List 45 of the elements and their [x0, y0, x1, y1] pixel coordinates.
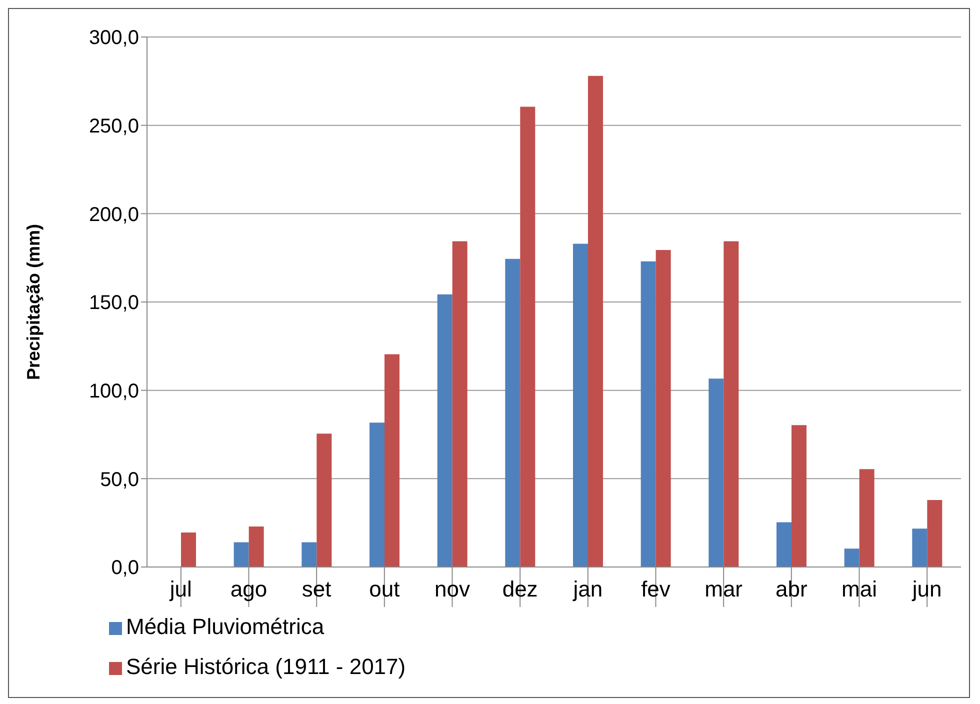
x-tick-label: dez: [502, 576, 538, 602]
legend-label: Média Pluviométrica: [126, 614, 324, 639]
x-tick-label: mai: [842, 576, 877, 602]
bar: [791, 425, 806, 567]
bar: [452, 241, 468, 567]
x-tick-label: set: [302, 576, 332, 602]
bar: [844, 548, 860, 567]
bar: [180, 532, 196, 567]
y-tick-label: 150,0: [88, 292, 139, 314]
x-tick-label: out: [369, 576, 400, 602]
bar: [572, 244, 588, 567]
y-tick-label: 250,0: [88, 115, 139, 138]
x-tick-label: nov: [434, 576, 470, 602]
bar: [859, 469, 874, 567]
bar: [316, 434, 332, 567]
bar: [437, 294, 452, 567]
bar: [640, 261, 656, 567]
x-tick-label: mar: [704, 576, 743, 602]
y-tick-label: 200,0: [88, 204, 139, 226]
y-tick-label: 50,0: [100, 468, 139, 491]
legend-label: Série Histórica (1911 - 2017): [126, 654, 406, 679]
x-tick-label: jan: [572, 576, 603, 602]
bar: [302, 542, 317, 567]
x-tick-label: jul: [168, 576, 192, 602]
x-tick-label: jun: [911, 576, 942, 602]
y-tick-label: 0,0: [111, 557, 139, 580]
x-tick-label: ago: [230, 576, 268, 602]
bar: [656, 250, 671, 567]
bar: [384, 354, 400, 567]
bar: [234, 542, 249, 567]
y-tick-label: 100,0: [88, 380, 139, 402]
bar: [248, 526, 264, 567]
bar: [724, 241, 739, 567]
y-tick-label: 300,0: [88, 27, 139, 50]
bar: [912, 528, 928, 567]
bar: [776, 522, 792, 567]
x-tick-label: fev: [641, 576, 670, 602]
bar: [927, 500, 942, 567]
bar: [520, 106, 536, 567]
y-axis-title: Precipitação (mm): [23, 224, 44, 380]
bar: [588, 76, 603, 567]
x-tick-label: abr: [776, 576, 808, 602]
bar: [369, 422, 384, 567]
bar: [505, 258, 520, 567]
bar: [708, 378, 724, 567]
